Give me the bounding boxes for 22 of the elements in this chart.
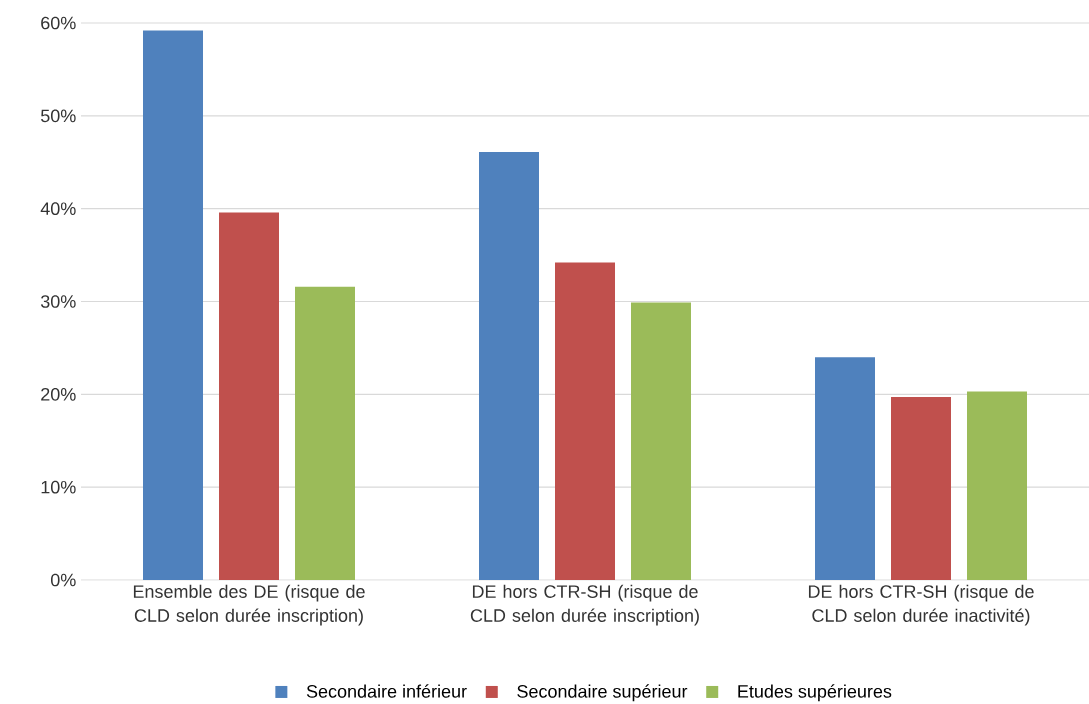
- x-tick-label: Ensemble des DE (risque de CLD selon durée inscription): [133, 584, 365, 626]
- legend-label: Etudes supérieures: [738, 684, 892, 702]
- x-tick-label: DE hors CTR-SH (risque de CLD selon durée inactivité): [808, 584, 1034, 626]
- legend-label: Secondaire supérieur: [517, 684, 688, 702]
- y-tick-label: 30%: [40, 295, 76, 308]
- bar: [219, 212, 279, 580]
- bar: [631, 302, 691, 580]
- bar: [295, 286, 355, 580]
- bar: [815, 357, 876, 580]
- bar: [479, 152, 539, 580]
- y-tick-label: 10%: [41, 480, 76, 494]
- legend-label: Secondaire inférieur: [306, 684, 467, 698]
- bar: [143, 30, 203, 580]
- y-tick-label: 60%: [41, 16, 76, 30]
- x-tick-label: DE hors CTR-SH (risque de CLD selon durée inscription): [470, 584, 699, 626]
- bar: [967, 391, 1028, 580]
- bar: [891, 397, 951, 580]
- y-tick-label: 0%: [50, 573, 76, 587]
- bar: [555, 262, 615, 580]
- y-tick-label: 50%: [40, 109, 76, 123]
- y-tick-label: 20%: [41, 387, 76, 401]
- y-tick-label: 40%: [40, 202, 76, 216]
